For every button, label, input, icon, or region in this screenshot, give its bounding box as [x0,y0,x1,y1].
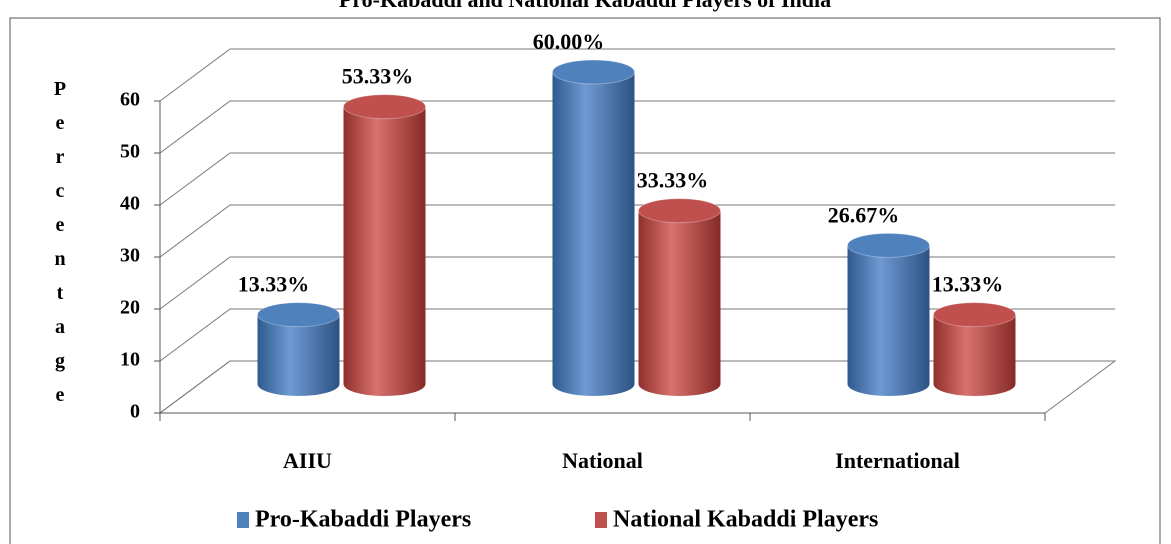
bar [933,314,1016,396]
legend-label: Pro-Kabaddi Players [255,507,471,533]
data-label: 60.00% [533,29,605,54]
bar [257,314,340,396]
y-tick-label: 40 [120,193,140,215]
legend-swatch [595,512,607,528]
x-tick-label: International [835,448,960,473]
x-tick-label: National [562,448,643,473]
bar-top [847,232,930,258]
data-label: 13.33% [238,272,310,297]
y-tick-label: 50 [120,141,140,163]
side-grid-line [159,152,231,206]
data-label: 13.33% [932,272,1004,297]
y-tick-label: 30 [120,245,140,267]
legend-swatch [237,512,249,528]
bar-top [638,198,721,224]
bar [343,106,426,396]
bar-top [552,59,635,85]
side-grid-line [159,308,231,362]
data-label: 26.67% [828,202,900,227]
side-grid-line [159,256,231,310]
chart-title: Pro-Kabaddi and National Kabaddi Players… [339,0,831,12]
side-grid-line [159,204,231,258]
bar [638,210,721,396]
side-grid-line [159,100,231,154]
x-tick-label: AIIU [283,448,332,473]
y-tick-label: 20 [120,297,140,319]
bar [552,72,635,396]
y-tick-label: 0 [130,401,140,423]
bar [847,245,930,396]
legend-label: National Kabaddi Players [613,507,878,533]
y-tick-label: 60 [120,89,140,111]
data-label: 53.33% [342,64,414,89]
side-grid-line [159,48,231,102]
y-tick-label: 10 [120,349,140,371]
data-label: 33.33% [637,168,709,193]
side-grid-line [159,360,231,414]
chart-border [9,17,1161,544]
bar-top [933,302,1016,328]
bar-top [257,302,340,328]
bar-top [343,94,426,120]
y-axis-label: Percentage [49,78,71,418]
